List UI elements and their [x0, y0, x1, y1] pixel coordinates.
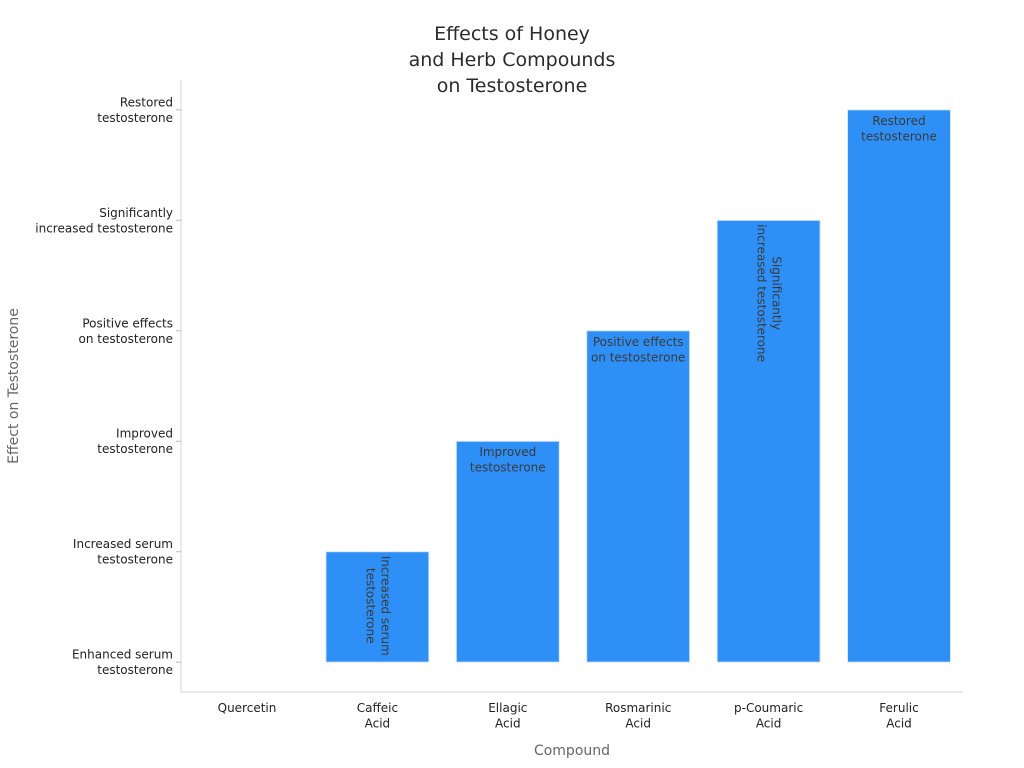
x-tick-label: Ellagic Acid: [488, 701, 527, 731]
bar: [455, 440, 560, 663]
x-tick-label: Ferulic Acid: [879, 701, 918, 731]
bar: [325, 551, 430, 663]
y-tick-label: Positive effects on testosterone: [79, 316, 174, 346]
x-tick-label: p-Coumaric Acid: [734, 701, 803, 731]
chart-title: Effects of Honey and Herb Compounds on Tes…: [409, 23, 616, 97]
x-axis-label: Compound: [534, 743, 610, 759]
bar-label: Restored testosterone: [861, 114, 937, 144]
bar-label: Significantlyincreased testosterone: [755, 224, 784, 362]
bar: [716, 219, 821, 663]
axis-labels: Compound Effect on Testosterone: [6, 308, 610, 759]
y-tick-label: Significantly increased testosterone: [35, 206, 173, 236]
y-axis-label: Effect on Testosterone: [6, 308, 22, 464]
bar-label-text: Increased serumtestosterone: [363, 556, 392, 656]
chart-title-text: Effects of Honey and Herb Compounds on Tes…: [409, 23, 616, 97]
bar-labels: Increased serumtestosterone Improved testo…: [363, 114, 936, 656]
x-tick-label: Caffeic Acid: [357, 701, 398, 731]
chart-axes: [180, 80, 963, 693]
y-tick-label: Enhanced serum testosterone: [72, 648, 173, 678]
bars: [325, 109, 951, 663]
y-tick-label: Improved testosterone: [97, 427, 173, 457]
bar-label-text: Significantlyincreased testosterone: [755, 224, 784, 362]
bar-label: Improved testosterone: [470, 445, 546, 475]
x-tick-labels: Quercetin Caffeic Acid Ellagic Acid Rosmarini…: [218, 701, 919, 731]
bar-label: Positive effects on testosterone: [591, 335, 686, 365]
y-tick-label: Increased serum testosterone: [73, 537, 173, 567]
bar-label: Increased serumtestosterone: [363, 556, 392, 656]
x-tick-label: Rosmarinic Acid: [605, 701, 671, 731]
bar: [586, 330, 691, 663]
y-tick-labels: Enhanced serum testosterone Increased seru…: [35, 95, 181, 677]
bar: [847, 109, 951, 663]
x-tick-label: Quercetin: [218, 701, 277, 715]
y-tick-label: Restored testosterone: [97, 95, 173, 125]
